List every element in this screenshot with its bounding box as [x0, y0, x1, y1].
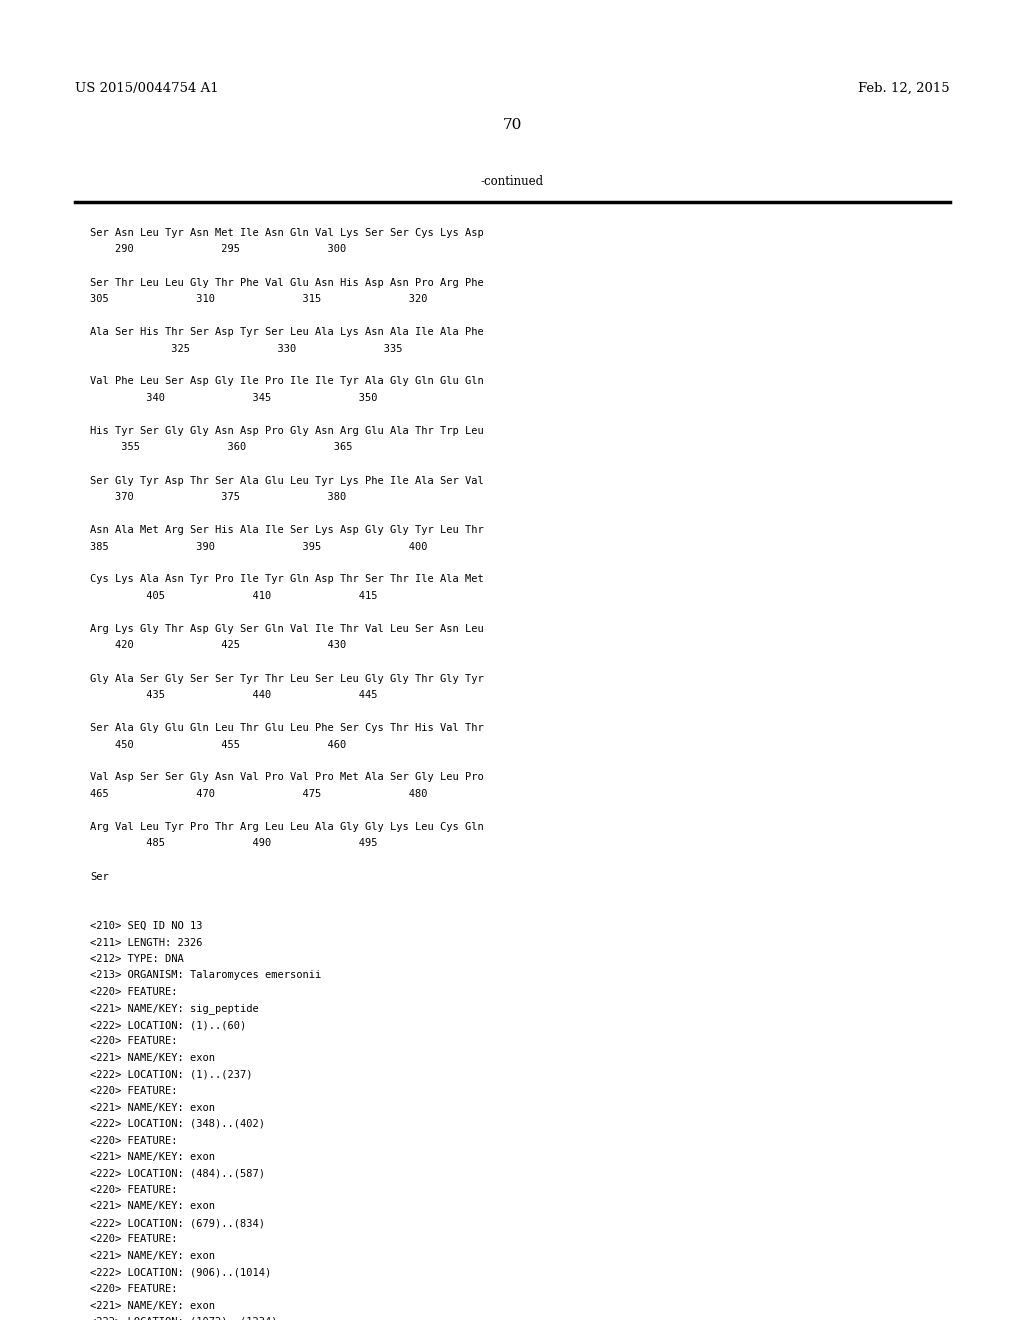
Text: <221> NAME/KEY: exon: <221> NAME/KEY: exon: [90, 1201, 215, 1212]
Text: Ala Ser His Thr Ser Asp Tyr Ser Leu Ala Lys Asn Ala Ile Ala Phe: Ala Ser His Thr Ser Asp Tyr Ser Leu Ala …: [90, 327, 483, 337]
Text: <220> FEATURE:: <220> FEATURE:: [90, 1185, 177, 1195]
Text: Val Phe Leu Ser Asp Gly Ile Pro Ile Ile Tyr Ala Gly Gln Glu Gln: Val Phe Leu Ser Asp Gly Ile Pro Ile Ile …: [90, 376, 483, 387]
Text: <220> FEATURE:: <220> FEATURE:: [90, 1284, 177, 1294]
Text: <220> FEATURE:: <220> FEATURE:: [90, 1234, 177, 1245]
Text: <221> NAME/KEY: sig_peptide: <221> NAME/KEY: sig_peptide: [90, 1003, 259, 1014]
Text: <210> SEQ ID NO 13: <210> SEQ ID NO 13: [90, 921, 203, 931]
Text: Asn Ala Met Arg Ser His Ala Ile Ser Lys Asp Gly Gly Tyr Leu Thr: Asn Ala Met Arg Ser His Ala Ile Ser Lys …: [90, 525, 483, 535]
Text: <220> FEATURE:: <220> FEATURE:: [90, 1036, 177, 1047]
Text: <221> NAME/KEY: exon: <221> NAME/KEY: exon: [90, 1251, 215, 1261]
Text: Ser Gly Tyr Asp Thr Ser Ala Glu Leu Tyr Lys Phe Ile Ala Ser Val: Ser Gly Tyr Asp Thr Ser Ala Glu Leu Tyr …: [90, 475, 483, 486]
Text: 465              470              475              480: 465 470 475 480: [90, 789, 427, 799]
Text: Ser: Ser: [90, 871, 109, 882]
Text: Gly Ala Ser Gly Ser Ser Tyr Thr Leu Ser Leu Gly Gly Thr Gly Tyr: Gly Ala Ser Gly Ser Ser Tyr Thr Leu Ser …: [90, 673, 483, 684]
Text: Arg Lys Gly Thr Asp Gly Ser Gln Val Ile Thr Val Leu Ser Asn Leu: Arg Lys Gly Thr Asp Gly Ser Gln Val Ile …: [90, 624, 483, 634]
Text: Cys Lys Ala Asn Tyr Pro Ile Tyr Gln Asp Thr Ser Thr Ile Ala Met: Cys Lys Ala Asn Tyr Pro Ile Tyr Gln Asp …: [90, 574, 483, 585]
Text: <222> LOCATION: (679)..(834): <222> LOCATION: (679)..(834): [90, 1218, 265, 1228]
Text: <222> LOCATION: (484)..(587): <222> LOCATION: (484)..(587): [90, 1168, 265, 1179]
Text: <220> FEATURE:: <220> FEATURE:: [90, 1086, 177, 1096]
Text: 305              310              315              320: 305 310 315 320: [90, 294, 427, 304]
Text: Ser Asn Leu Tyr Asn Met Ile Asn Gln Val Lys Ser Ser Cys Lys Asp: Ser Asn Leu Tyr Asn Met Ile Asn Gln Val …: [90, 228, 483, 238]
Text: 450              455              460: 450 455 460: [90, 739, 346, 750]
Text: <222> LOCATION: (1)..(237): <222> LOCATION: (1)..(237): [90, 1069, 253, 1080]
Text: Feb. 12, 2015: Feb. 12, 2015: [858, 82, 950, 95]
Text: <220> FEATURE:: <220> FEATURE:: [90, 987, 177, 997]
Text: 370              375              380: 370 375 380: [90, 492, 346, 502]
Text: 405              410              415: 405 410 415: [90, 591, 378, 601]
Text: 435              440              445: 435 440 445: [90, 690, 378, 700]
Text: <222> LOCATION: (348)..(402): <222> LOCATION: (348)..(402): [90, 1119, 265, 1129]
Text: Val Asp Ser Ser Gly Asn Val Pro Val Pro Met Ala Ser Gly Leu Pro: Val Asp Ser Ser Gly Asn Val Pro Val Pro …: [90, 772, 483, 783]
Text: <221> NAME/KEY: exon: <221> NAME/KEY: exon: [90, 1300, 215, 1311]
Text: <213> ORGANISM: Talaromyces emersonii: <213> ORGANISM: Talaromyces emersonii: [90, 970, 322, 981]
Text: 420              425              430: 420 425 430: [90, 640, 346, 651]
Text: Arg Val Leu Tyr Pro Thr Arg Leu Leu Ala Gly Gly Lys Leu Cys Gln: Arg Val Leu Tyr Pro Thr Arg Leu Leu Ala …: [90, 822, 483, 832]
Text: <221> NAME/KEY: exon: <221> NAME/KEY: exon: [90, 1053, 215, 1063]
Text: Ser Thr Leu Leu Gly Thr Phe Val Glu Asn His Asp Asn Pro Arg Phe: Ser Thr Leu Leu Gly Thr Phe Val Glu Asn …: [90, 277, 483, 288]
Text: <221> NAME/KEY: exon: <221> NAME/KEY: exon: [90, 1152, 215, 1162]
Text: <221> NAME/KEY: exon: <221> NAME/KEY: exon: [90, 1102, 215, 1113]
Text: US 2015/0044754 A1: US 2015/0044754 A1: [75, 82, 219, 95]
Text: <212> TYPE: DNA: <212> TYPE: DNA: [90, 954, 183, 964]
Text: 340              345              350: 340 345 350: [90, 393, 378, 403]
Text: 355              360              365: 355 360 365: [90, 442, 352, 453]
Text: <222> LOCATION: (906)..(1014): <222> LOCATION: (906)..(1014): [90, 1267, 271, 1278]
Text: 290              295              300: 290 295 300: [90, 244, 346, 255]
Text: 70: 70: [503, 117, 521, 132]
Text: <222> LOCATION: (1072)..(1234): <222> LOCATION: (1072)..(1234): [90, 1317, 278, 1320]
Text: -continued: -continued: [480, 176, 544, 187]
Text: <211> LENGTH: 2326: <211> LENGTH: 2326: [90, 937, 203, 948]
Text: Ser Ala Gly Glu Gln Leu Thr Glu Leu Phe Ser Cys Thr His Val Thr: Ser Ala Gly Glu Gln Leu Thr Glu Leu Phe …: [90, 723, 483, 733]
Text: <220> FEATURE:: <220> FEATURE:: [90, 1135, 177, 1146]
Text: <222> LOCATION: (1)..(60): <222> LOCATION: (1)..(60): [90, 1020, 246, 1030]
Text: 385              390              395              400: 385 390 395 400: [90, 541, 427, 552]
Text: 325              330              335: 325 330 335: [90, 343, 402, 354]
Text: 485              490              495: 485 490 495: [90, 838, 378, 849]
Text: His Tyr Ser Gly Gly Asn Asp Pro Gly Asn Arg Glu Ala Thr Trp Leu: His Tyr Ser Gly Gly Asn Asp Pro Gly Asn …: [90, 426, 483, 436]
